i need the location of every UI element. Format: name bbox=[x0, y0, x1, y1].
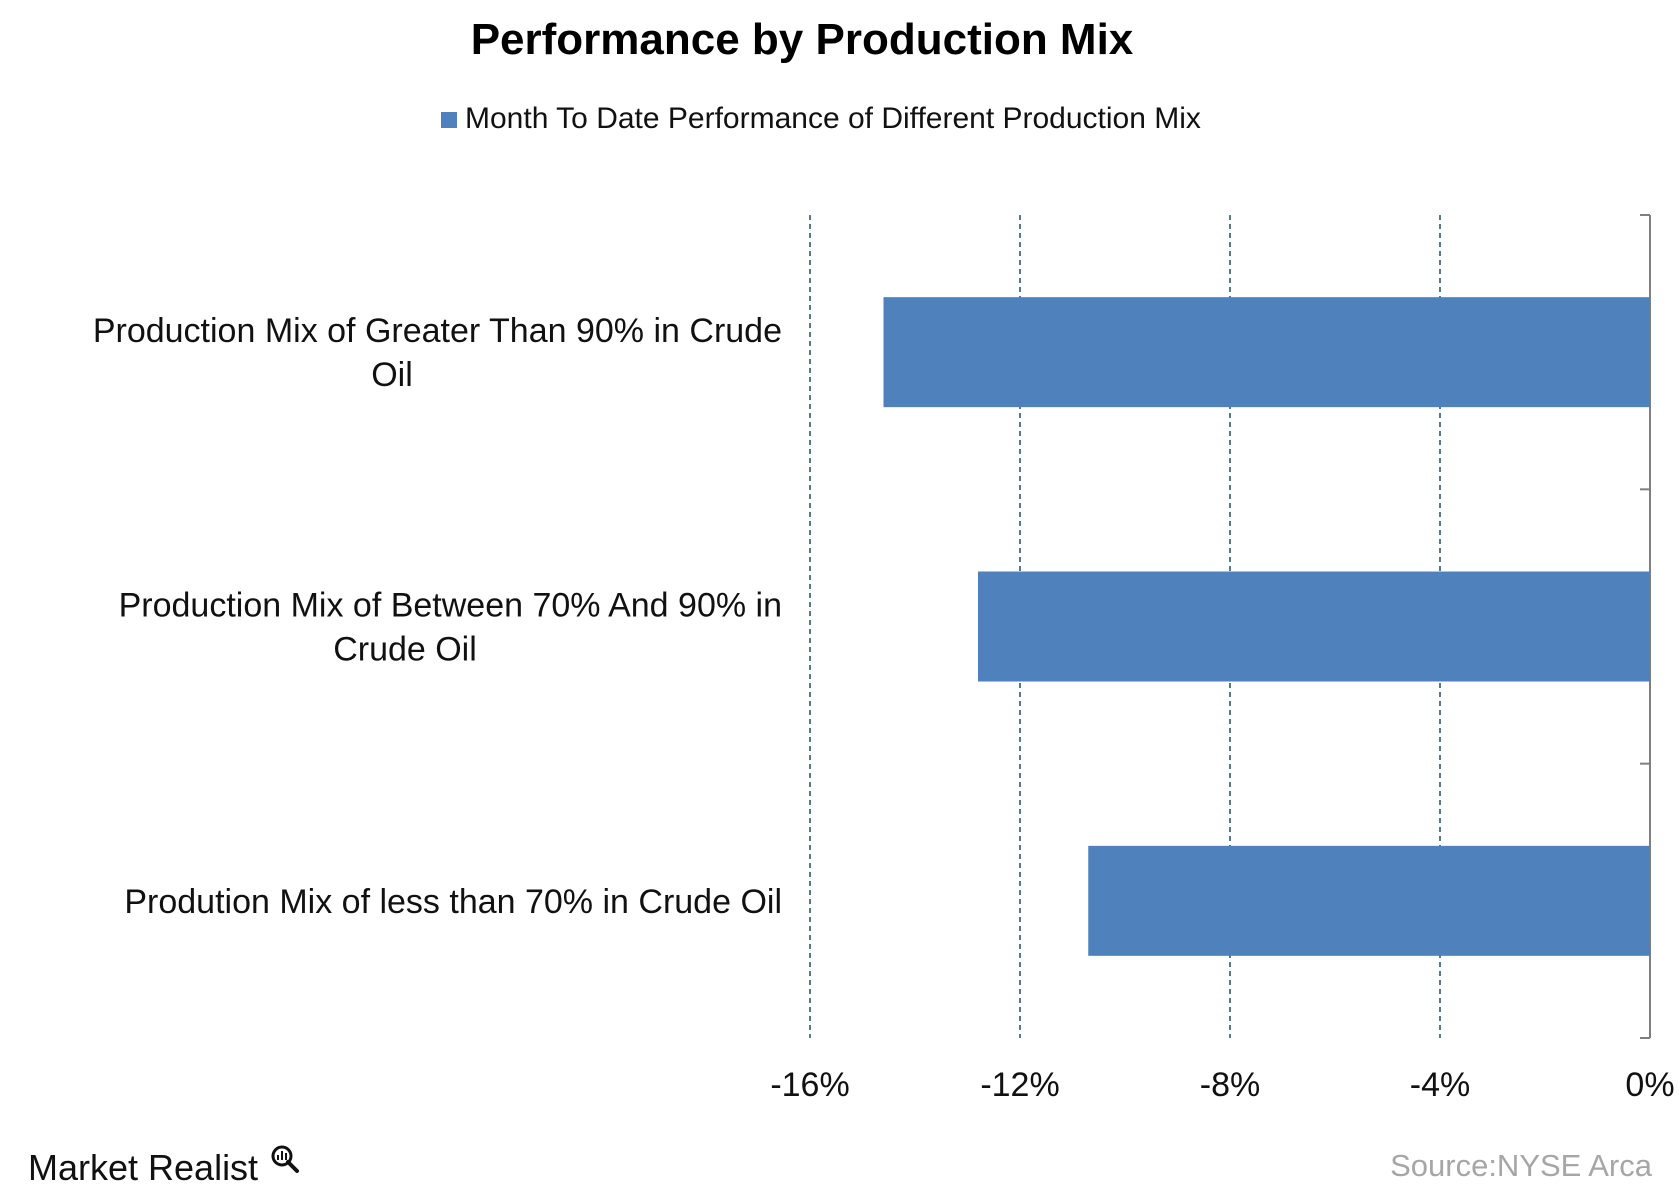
category-label: Production Mix of Between 70% And 90% in… bbox=[119, 587, 782, 669]
bar bbox=[1088, 845, 1650, 956]
legend-swatch bbox=[441, 112, 457, 128]
category-label-line: Oil bbox=[371, 356, 413, 394]
category-label-line: Production Mix of Greater Than 90% in Cr… bbox=[93, 312, 782, 350]
magnifier-chart-icon bbox=[271, 1145, 299, 1173]
category-label-line: Prodution Mix of less than 70% in Crude … bbox=[124, 883, 782, 921]
x-axis-tick-labels: -16% -12% -8% -4% 0% bbox=[770, 1066, 1674, 1104]
bar bbox=[883, 297, 1650, 408]
logo-text: Market Realist bbox=[28, 1147, 258, 1188]
legend: Month To Date Performance of Different P… bbox=[441, 102, 1201, 135]
market-realist-logo: Market Realist bbox=[28, 1145, 299, 1188]
legend-label: Month To Date Performance of Different P… bbox=[465, 102, 1201, 135]
category-label-line: Crude Oil bbox=[333, 631, 477, 669]
x-tick-label: -12% bbox=[980, 1066, 1059, 1104]
x-tick-label: 0% bbox=[1625, 1066, 1674, 1104]
chart-title: Performance by Production Mix bbox=[471, 15, 1134, 64]
x-tick-label: -4% bbox=[1410, 1066, 1470, 1104]
x-tick-label: -8% bbox=[1200, 1066, 1260, 1104]
category-label-line: Production Mix of Between 70% And 90% in bbox=[119, 587, 782, 625]
plot-area bbox=[809, 214, 1651, 1039]
category-labels: Production Mix of Greater Than 90% in Cr… bbox=[93, 312, 782, 921]
bar bbox=[978, 571, 1650, 682]
source-label: Source:NYSE Arca bbox=[1390, 1148, 1653, 1183]
x-tick-label: -16% bbox=[770, 1066, 849, 1104]
category-label: Production Mix of Greater Than 90% in Cr… bbox=[93, 312, 782, 394]
category-label: Prodution Mix of less than 70% in Crude … bbox=[124, 883, 782, 921]
